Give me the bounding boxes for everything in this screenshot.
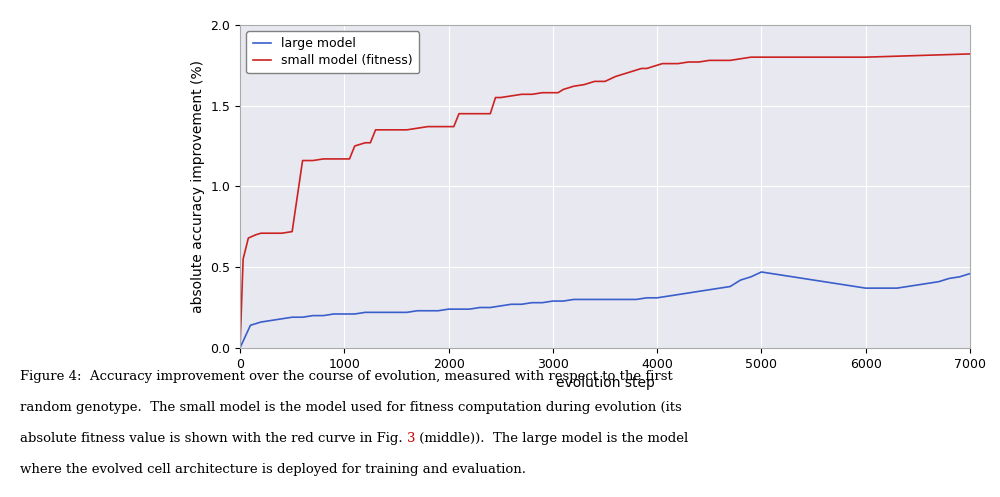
Text: random genotype.  The small model is the model used for fitness computation duri: random genotype. The small model is the … [20, 401, 682, 414]
X-axis label: evolution step: evolution step [556, 376, 654, 390]
Text: where the evolved cell architecture is deployed for training and evaluation.: where the evolved cell architecture is d… [20, 463, 526, 476]
Legend: large model, small model (fitness): large model, small model (fitness) [246, 31, 419, 74]
large model [672, 292, 684, 298]
Text: (middle)).  The large model is the model: (middle)). The large model is the model [415, 432, 689, 445]
Line: small model (fitness): small model (fitness) [240, 54, 970, 348]
Text: 3: 3 [407, 432, 415, 445]
Y-axis label: absolute accuracy improvement (%): absolute accuracy improvement (%) [191, 60, 205, 313]
small model (fitness) [557, 86, 569, 92]
large model [255, 319, 267, 325]
small model (fitness) [724, 58, 736, 64]
large model [589, 296, 601, 302]
small model (fitness) [860, 54, 872, 60]
small model (fitness) [354, 141, 366, 147]
Text: absolute fitness value is shown with the red curve in Fig.: absolute fitness value is shown with the… [20, 432, 407, 445]
large model [755, 269, 767, 275]
large model [797, 275, 809, 281]
large model [443, 306, 455, 312]
large model [964, 270, 976, 276]
small model (fitness) [234, 345, 246, 351]
small model (fitness) [964, 51, 976, 57]
large model [234, 345, 246, 351]
large model [933, 279, 945, 285]
small model (fitness) [552, 89, 564, 95]
small model (fitness) [359, 140, 371, 146]
Line: large model: large model [240, 272, 970, 348]
Text: Figure 4:  Accuracy improvement over the course of evolution, measured with resp: Figure 4: Accuracy improvement over the … [20, 370, 673, 383]
